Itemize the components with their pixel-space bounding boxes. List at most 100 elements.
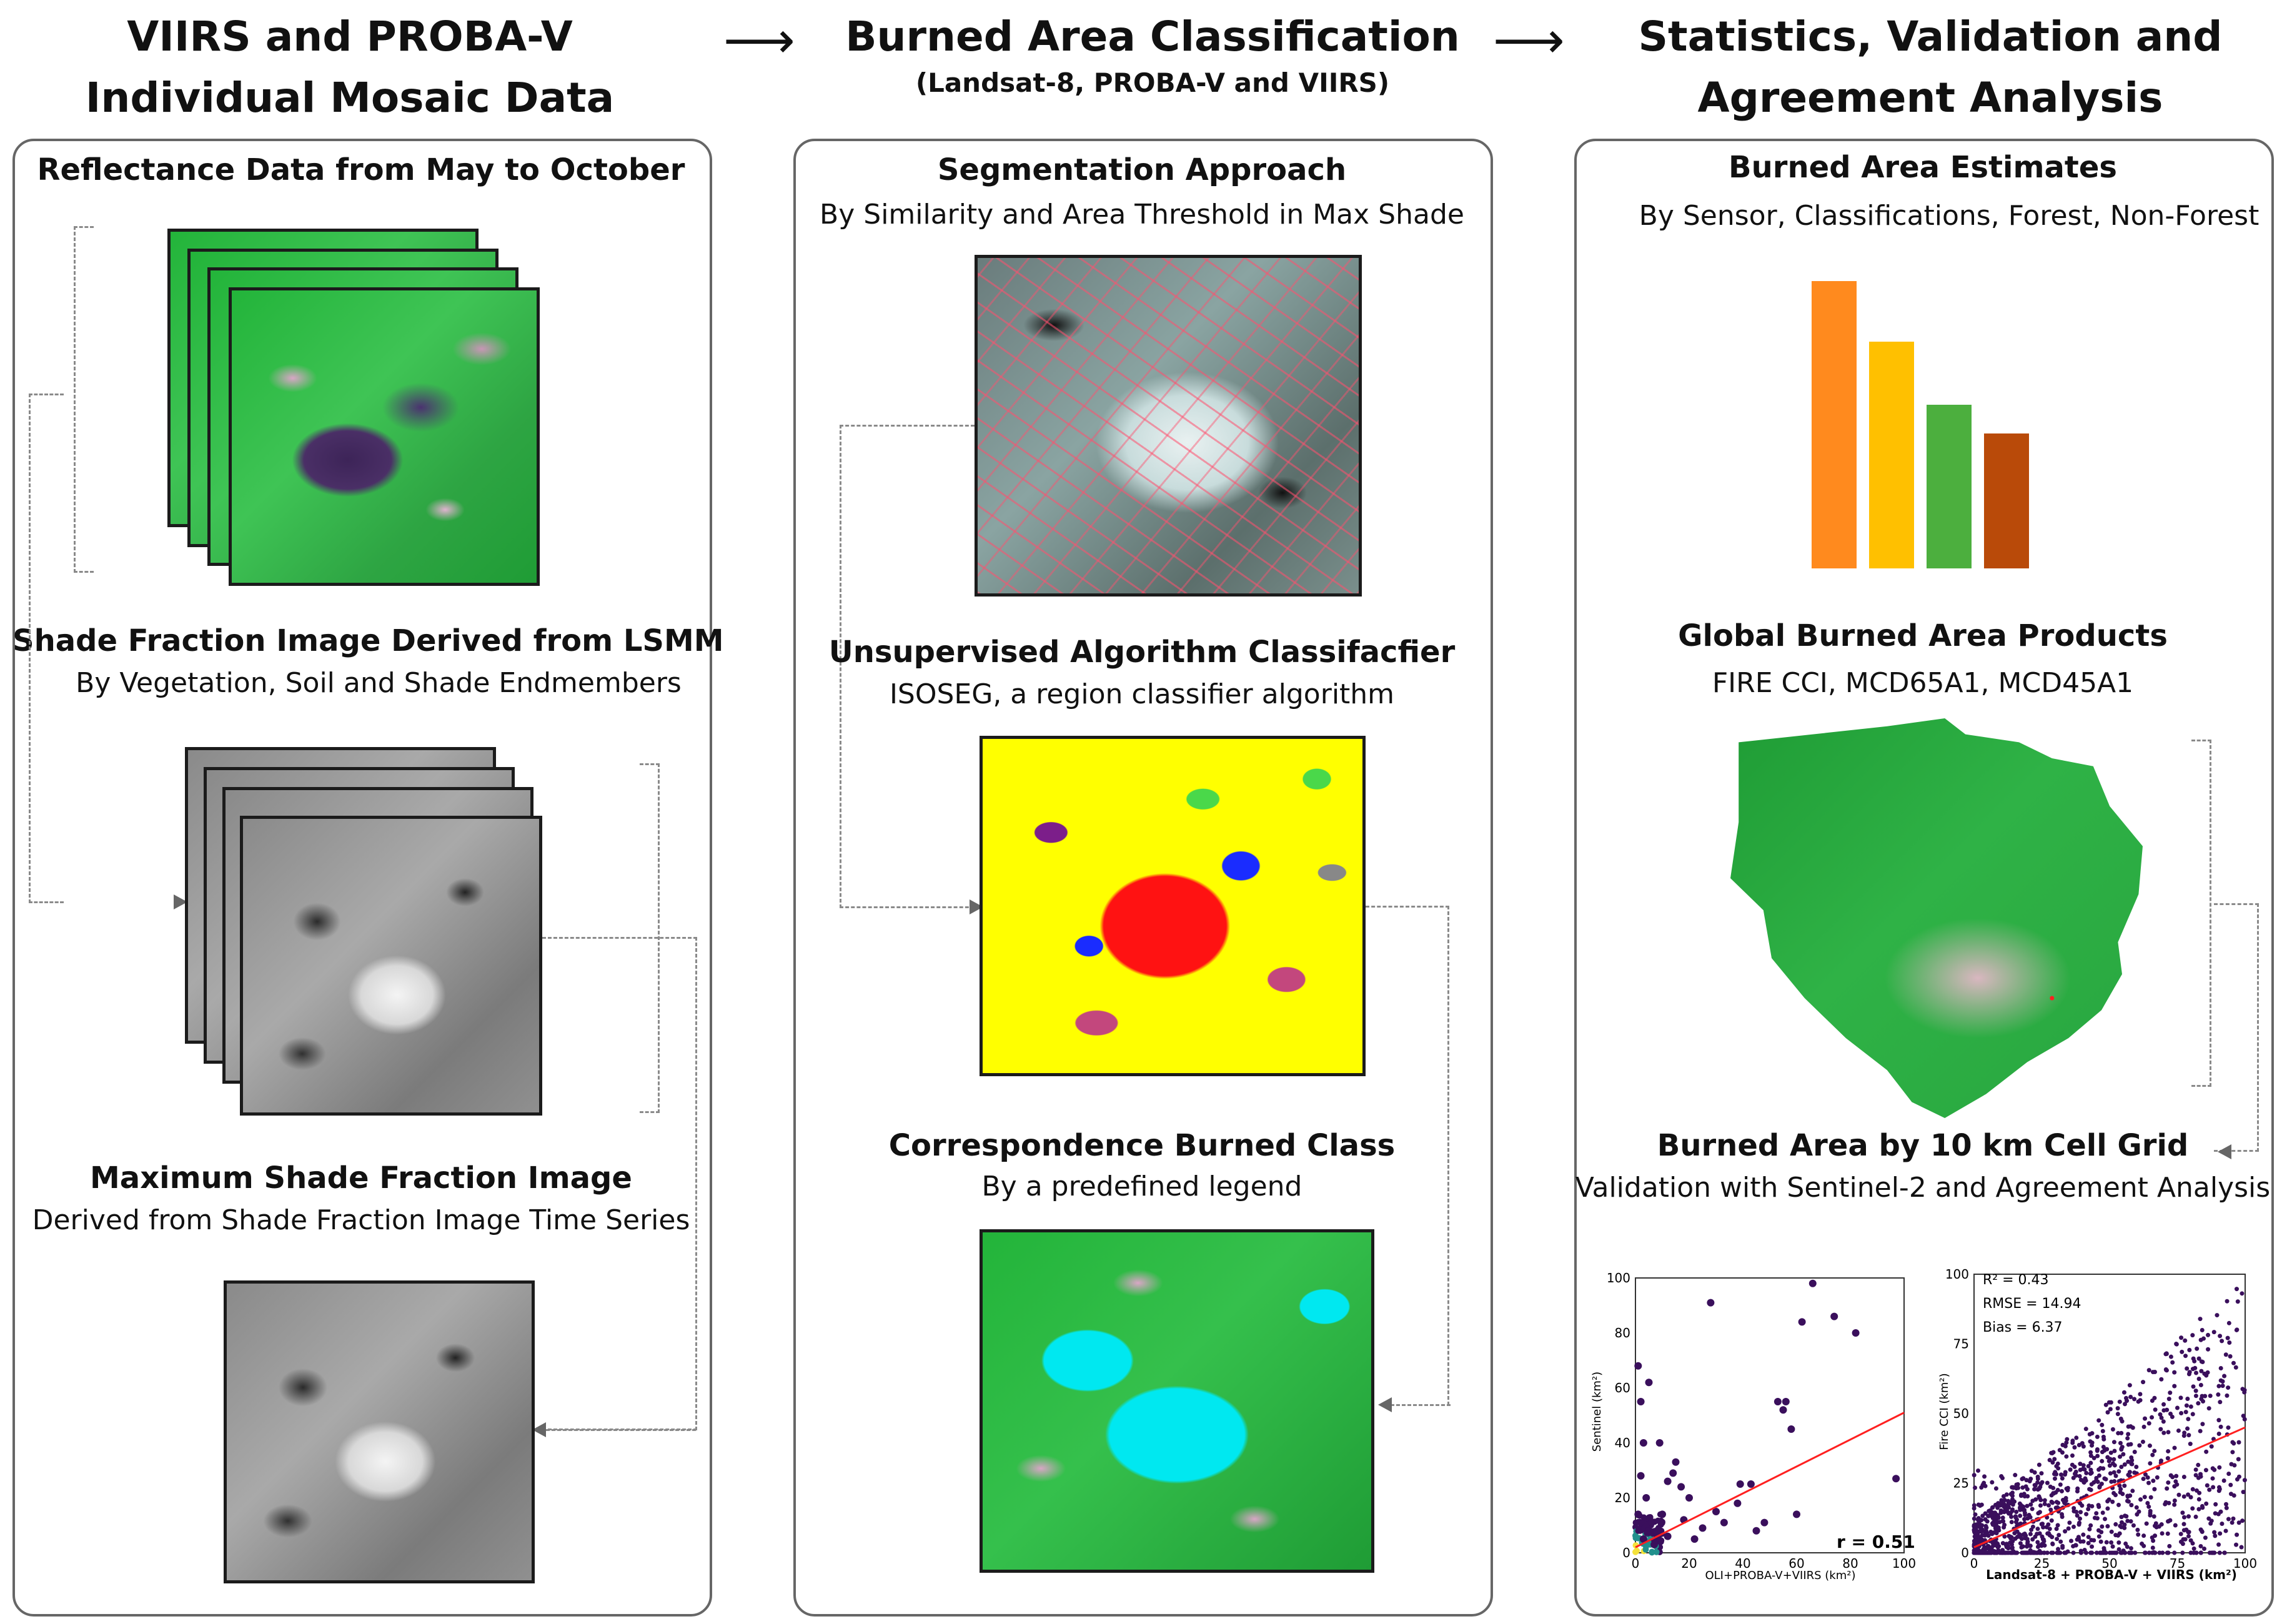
s2-data-point <box>2187 1347 2192 1352</box>
x-axis-label: Landsat-8 + PROBA-V + VIIRS (km²) <box>1986 1567 2237 1582</box>
s2-data-point <box>2181 1537 2186 1542</box>
s2-data-point <box>2016 1485 2021 1490</box>
s1-data-point <box>1634 1510 1642 1518</box>
s2-data-point <box>1988 1513 1993 1518</box>
s2-data-point <box>2182 1515 2187 1520</box>
s2-data-point <box>2193 1389 2198 1394</box>
scatter-plot-fire-cci: 0 25 50 75 100 0 25 50 75 100 R² = 0.43 RMSE = 14… <box>1938 1267 2257 1582</box>
s1-data-point <box>1669 1469 1677 1477</box>
s2-data-point <box>2097 1484 2102 1489</box>
s2-data-point <box>2052 1457 2057 1462</box>
s2-data-point <box>2060 1545 2065 1550</box>
s2-data-point <box>2195 1488 2200 1493</box>
s2-data-point <box>2108 1450 2113 1455</box>
s2-data-point <box>2009 1520 2014 1525</box>
s2-data-point <box>2092 1515 2097 1520</box>
s2-data-point <box>2138 1497 2143 1502</box>
s2-data-point <box>2060 1450 2065 1455</box>
s2-data-point <box>2221 1478 2226 1483</box>
s1-data-point <box>1655 1439 1664 1447</box>
s2-data-point <box>1981 1547 1986 1552</box>
s2-data-point <box>2103 1517 2108 1522</box>
s2-data-point <box>2002 1498 2007 1503</box>
estimates-desc: By Sensor, Classifications, Forest, Non-… <box>1639 200 2260 232</box>
s2-data-point <box>2122 1483 2127 1488</box>
arrow-right-icon: ⟶ <box>723 11 795 69</box>
s2-data-point <box>2056 1466 2061 1471</box>
s1-data-point <box>1653 1527 1661 1535</box>
s2-data-point <box>2234 1287 2239 1292</box>
s2-data-point <box>2022 1492 2027 1497</box>
s2-data-point <box>2194 1370 2199 1375</box>
s2-data-point <box>2118 1454 2123 1459</box>
s2-data-point <box>2172 1498 2177 1503</box>
s2-data-point <box>2074 1510 2079 1515</box>
s1-density-point <box>1640 1514 1647 1521</box>
s2-data-point <box>2117 1483 2122 1488</box>
s2-data-point <box>2007 1550 2012 1555</box>
s1-data-point <box>1647 1518 1655 1527</box>
s2-data-point <box>2024 1478 2029 1483</box>
s2-data-point <box>2100 1422 2105 1427</box>
s2-data-point <box>2174 1342 2179 1347</box>
s2-data-point <box>2108 1471 2113 1476</box>
s2-data-point <box>2132 1449 2137 1454</box>
s2-data-point <box>2168 1354 2173 1359</box>
s2-data-point <box>2038 1503 2043 1508</box>
s2-data-point <box>2190 1412 2195 1417</box>
s2-data-point <box>2218 1378 2223 1383</box>
s2-data-point <box>2084 1470 2089 1475</box>
s2-data-point <box>2185 1366 2190 1371</box>
s2-data-point <box>2117 1531 2122 1536</box>
s2-data-point <box>2126 1459 2131 1464</box>
s2-data-point <box>2179 1411 2184 1416</box>
s2-data-point <box>2033 1534 2038 1539</box>
s2-data-point <box>2062 1550 2067 1555</box>
s2-data-point <box>2096 1528 2101 1533</box>
s1-data-point <box>1707 1299 1715 1307</box>
s2-x-tick-label: 25 <box>2034 1556 2050 1571</box>
s2-data-point <box>2153 1407 2158 1412</box>
s2-data-point <box>2241 1414 2246 1419</box>
s2-data-point <box>2032 1470 2037 1475</box>
s2-data-point <box>2126 1499 2131 1504</box>
s1-x-tick-label: 100 <box>1892 1556 1916 1571</box>
s2-data-point <box>2010 1497 2015 1502</box>
s2-data-point <box>2201 1399 2206 1404</box>
s2-data-point <box>2022 1550 2027 1555</box>
s2-data-point <box>2150 1452 2155 1457</box>
s2-data-point <box>2200 1529 2205 1534</box>
s2-data-point <box>2076 1535 2081 1540</box>
s2-data-point <box>2224 1502 2229 1507</box>
s2-data-point <box>2084 1512 2089 1517</box>
s2-data-point <box>2236 1474 2241 1479</box>
s2-data-point <box>2058 1472 2063 1477</box>
s2-data-point <box>2078 1462 2083 1467</box>
s2-data-point <box>2150 1545 2155 1550</box>
s2-data-point <box>2190 1506 2195 1511</box>
s2-data-point <box>1975 1517 1980 1522</box>
s2-data-point <box>2183 1338 2188 1343</box>
s2-data-point <box>1989 1547 1994 1552</box>
s2-data-point <box>2055 1523 2060 1528</box>
s1-data-point <box>1747 1480 1755 1488</box>
s2-data-point <box>2109 1529 2114 1534</box>
s2-data-point <box>2216 1542 2221 1547</box>
s2-data-point <box>2117 1399 2122 1404</box>
s2-data-point <box>2112 1448 2117 1453</box>
burned-class-title: Correspondence Burned Class <box>888 1128 1396 1163</box>
s2-data-point <box>2200 1505 2205 1510</box>
s1-data-point <box>1852 1329 1860 1337</box>
s2-data-point <box>2014 1510 2019 1515</box>
bracket-connector <box>2191 740 2211 1087</box>
column1-title-line2: Individual Mosaic Data <box>85 74 615 122</box>
s2-data-point <box>2037 1510 2042 1515</box>
reflectance-title: Reflectance Data from May to October <box>37 152 685 187</box>
s2-data-point <box>2160 1531 2165 1536</box>
s2-data-point <box>2109 1540 2114 1545</box>
s2-data-point <box>2012 1531 2017 1536</box>
s2-data-point <box>2101 1437 2106 1442</box>
s2-data-point <box>1984 1525 1989 1530</box>
s2-y-tick-label: 100 <box>1945 1267 1969 1282</box>
s2-data-point <box>2168 1473 2173 1478</box>
